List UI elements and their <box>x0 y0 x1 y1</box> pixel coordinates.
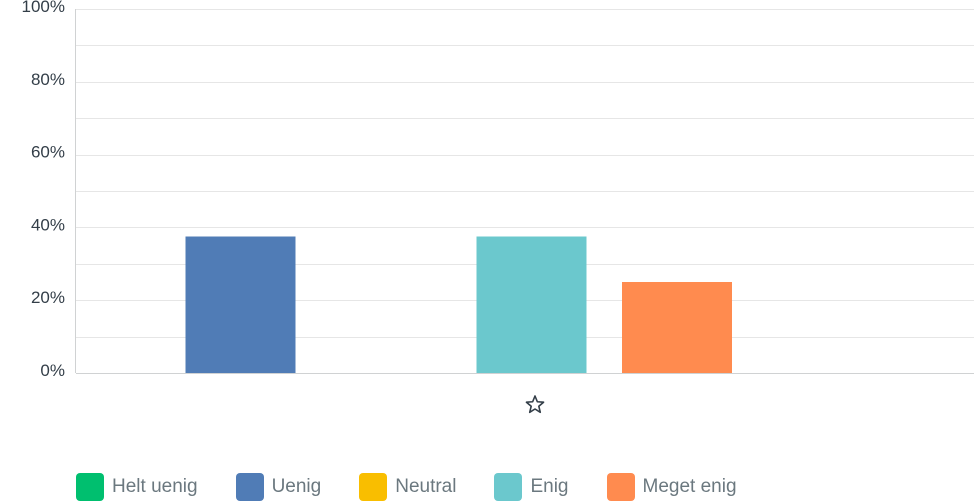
legend: Helt uenig Uenig Neutral Enig Meget enig <box>76 472 775 502</box>
y-tick-label: 40% <box>31 215 65 234</box>
bar-enig[interactable] <box>476 236 587 374</box>
star-icon <box>525 395 545 414</box>
legend-label: Neutral <box>395 476 457 497</box>
x-axis-category-label <box>525 395 545 414</box>
legend-item-helt-uenig[interactable]: Helt uenig <box>76 473 198 501</box>
legend-item-meget-enig[interactable]: Meget enig <box>606 473 737 501</box>
legend-label: Enig <box>530 476 569 497</box>
bars <box>185 236 732 374</box>
y-axis-tick-labels: 0% 20% 40% 60% 80% 100% <box>22 0 65 380</box>
legend-item-enig[interactable]: Enig <box>494 473 569 501</box>
y-tick-label: 80% <box>31 70 65 89</box>
legend-swatch <box>76 473 104 501</box>
legend-label: Uenig <box>271 476 322 497</box>
legend-swatch <box>606 473 635 501</box>
bar-uenig[interactable] <box>185 236 296 374</box>
y-tick-label: 60% <box>31 143 65 162</box>
bar-meget-enig[interactable] <box>622 282 732 373</box>
legend-label: Helt uenig <box>112 476 198 497</box>
legend-item-uenig[interactable]: Uenig <box>235 473 322 501</box>
y-tick-label: 100% <box>22 0 65 16</box>
legend-label: Meget enig <box>642 476 737 497</box>
y-tick-label: 20% <box>31 288 65 307</box>
legend-swatch <box>359 473 388 501</box>
legend-swatch <box>235 473 264 501</box>
y-tick-label: 0% <box>40 361 65 380</box>
legend-item-neutral[interactable]: Neutral <box>359 473 456 501</box>
bar-chart: 0% 20% 40% 60% 80% 100% <box>22 0 974 414</box>
legend-swatch <box>494 473 523 501</box>
